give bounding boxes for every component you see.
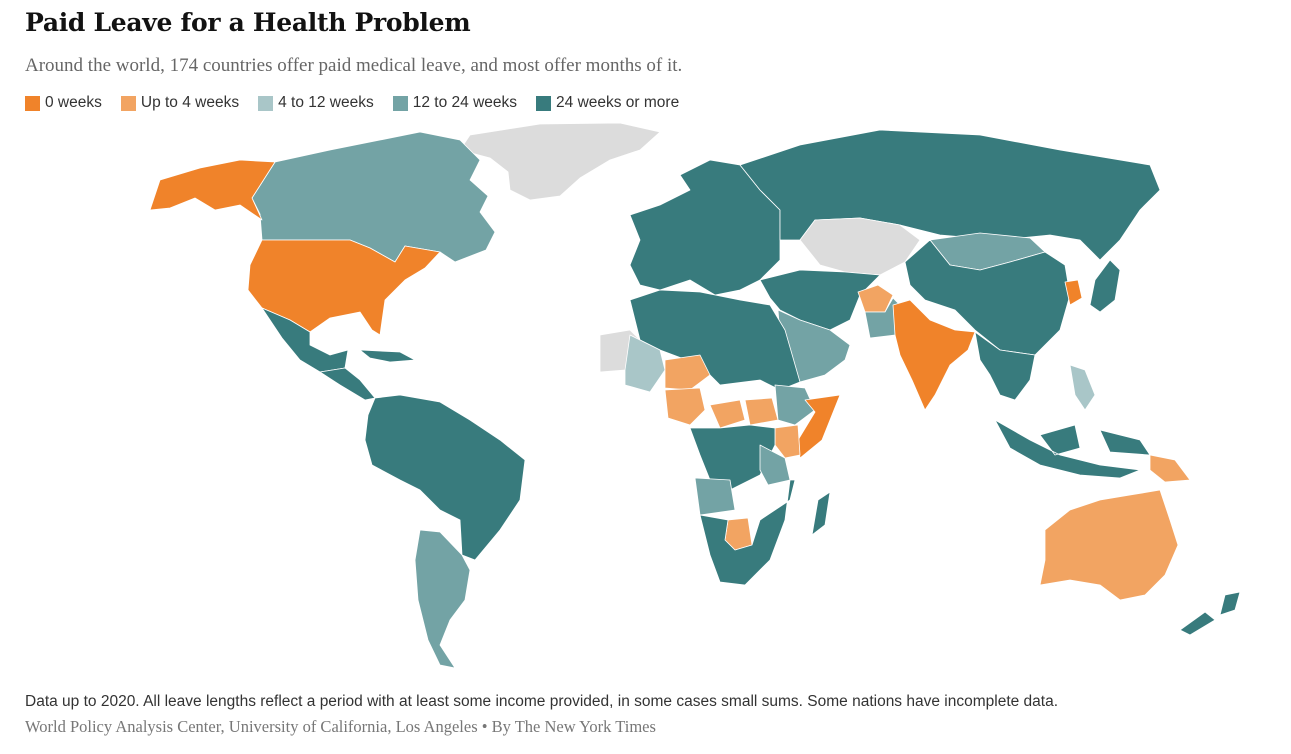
region-indonesia — [994, 419, 1151, 479]
region-north-africa — [629, 289, 801, 391]
region-papua-new-guinea — [1149, 454, 1191, 483]
region-india — [892, 299, 976, 411]
region-kazakhstan — [799, 217, 921, 276]
region-mali — [624, 334, 666, 393]
region-philippines — [1069, 364, 1096, 411]
region-south-korea — [1064, 279, 1083, 306]
legend: 0 weeks Up to 4 weeks 4 to 12 weeks 12 t… — [25, 94, 698, 112]
region-middle-east — [759, 269, 881, 331]
source-credit: World Policy Analysis Center, University… — [25, 717, 656, 736]
region-new-zealand — [1179, 591, 1241, 636]
region-japan — [1089, 259, 1121, 313]
legend-label-24-weeks-or-more: 24 weeks or more — [556, 94, 680, 111]
legend-item-up-to-4-weeks: Up to 4 weeks — [120, 94, 240, 112]
region-mexico — [261, 307, 349, 373]
legend-label-12-to-24-weeks: 12 to 24 weeks — [412, 94, 518, 111]
legend-swatch-up-to-4-weeks — [120, 95, 136, 111]
region-niger — [664, 354, 711, 391]
region-south-africa — [699, 479, 796, 586]
region-nigeria — [664, 387, 706, 426]
legend-item-12-to-24-weeks: 12 to 24 weeks — [392, 94, 518, 112]
legend-item-4-to-12-weeks: 4 to 12 weeks — [258, 94, 374, 112]
region-russia — [739, 129, 1161, 261]
legend-swatch-4-to-12-weeks — [258, 95, 274, 111]
footnote: Data up to 2020. All leave lengths refle… — [25, 693, 1059, 710]
legend-swatch-12-to-24-weeks — [392, 95, 408, 111]
region-madagascar — [811, 491, 831, 536]
region-australia — [1039, 489, 1179, 601]
region-somalia — [797, 394, 841, 459]
region-south-sudan — [744, 397, 779, 426]
region-southeast-asia — [974, 331, 1036, 401]
legend-item-24-weeks-or-more: 24 weeks or more — [536, 94, 679, 112]
legend-item-0-weeks: 0 weeks — [25, 94, 102, 112]
region-china — [904, 239, 1071, 356]
region-ethiopia — [774, 384, 816, 426]
world-map — [149, 122, 1241, 669]
region-kenya — [774, 424, 801, 459]
region-greenland — [459, 122, 661, 201]
region-tanzania — [759, 444, 791, 486]
region-car — [709, 399, 746, 429]
region-alaska — [149, 159, 276, 221]
legend-label-up-to-4-weeks: Up to 4 weeks — [140, 94, 240, 111]
legend-swatch-0-weeks — [25, 95, 40, 111]
region-afghanistan — [857, 284, 894, 313]
region-angola — [694, 477, 736, 516]
region-south-america — [364, 394, 526, 561]
region-argentina — [414, 529, 471, 669]
chart-title: Paid Leave for a Health Problem — [25, 8, 471, 37]
legend-label-0-weeks: 0 weeks — [45, 94, 102, 111]
legend-swatch-24-weeks-or-more — [536, 95, 552, 111]
legend-label-4-to-12-weeks: 4 to 12 weeks — [278, 94, 374, 111]
chart-subtitle: Around the world, 174 countries offer pa… — [25, 55, 683, 76]
region-europe — [629, 159, 781, 296]
